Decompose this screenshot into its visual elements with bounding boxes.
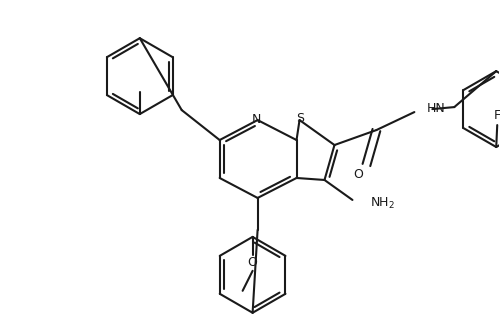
Text: O: O [354, 169, 364, 181]
Text: O: O [248, 256, 258, 269]
Text: F: F [494, 109, 500, 122]
Text: S: S [296, 112, 304, 125]
Text: N: N [252, 113, 262, 126]
Text: NH$_2$: NH$_2$ [370, 196, 396, 212]
Text: HN: HN [426, 102, 445, 114]
